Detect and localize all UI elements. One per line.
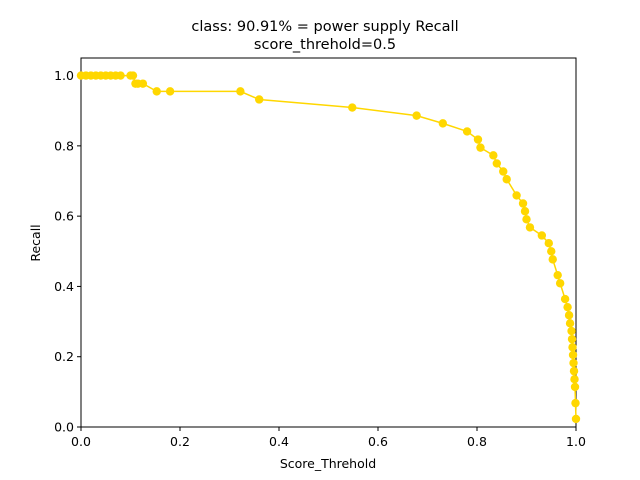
- data-point: [548, 255, 557, 264]
- data-point: [128, 71, 138, 80]
- data-point: [571, 398, 580, 408]
- y-tick-label: 0.6: [54, 209, 74, 224]
- data-point: [165, 87, 175, 96]
- data-point: [462, 127, 472, 136]
- data-point: [522, 215, 531, 224]
- data-point: [568, 343, 577, 352]
- data-point: [525, 223, 535, 232]
- data-point: [560, 294, 570, 304]
- data-point: [489, 151, 498, 160]
- data-point: [520, 207, 530, 216]
- data-point: [544, 239, 553, 248]
- data-point: [492, 159, 501, 168]
- data-point: [473, 135, 483, 144]
- y-axis: 0.0 0.2 0.4 0.6 0.8 1.0: [54, 68, 81, 435]
- data-point: [255, 95, 264, 104]
- data-point: [565, 319, 575, 328]
- plot-frame: [80, 57, 577, 428]
- x-axis-label: Score_Threhold: [280, 456, 376, 471]
- x-tick-label: 0.0: [71, 434, 91, 449]
- y-axis-label: Recall: [28, 224, 43, 261]
- data-point: [563, 302, 572, 312]
- data-point: [502, 175, 511, 184]
- data-point: [569, 366, 579, 376]
- chart-title: class: 90.91% = power supply Recall: [191, 19, 458, 35]
- x-tick-label: 0.6: [368, 434, 388, 449]
- data-point: [512, 191, 521, 200]
- data-point: [555, 279, 565, 288]
- data-point: [518, 199, 528, 208]
- y-tick-label: 0.4: [54, 279, 74, 294]
- data-point: [547, 247, 556, 256]
- series-line: [81, 74, 577, 419]
- data-point: [476, 143, 485, 152]
- data-point: [438, 119, 448, 128]
- y-tick-label: 0.8: [54, 138, 74, 153]
- data-point: [412, 111, 421, 120]
- plot-area: [80, 57, 577, 428]
- data-point: [567, 326, 576, 336]
- chart-subtitle: score_threhold=0.5: [254, 37, 396, 53]
- data-point: [348, 103, 357, 112]
- data-point: [568, 350, 578, 360]
- x-tick-label: 0.2: [170, 434, 190, 449]
- data-point: [116, 71, 125, 80]
- data-point: [236, 87, 245, 96]
- data-point: [569, 358, 578, 368]
- x-axis: 0.0 0.2 0.4 0.6 0.8 1.0: [71, 427, 586, 449]
- data-point: [553, 270, 562, 280]
- data-point: [570, 382, 580, 392]
- data-point: [564, 311, 574, 320]
- x-tick-label: 0.4: [269, 434, 289, 449]
- x-tick-label: 0.8: [467, 434, 487, 449]
- series-recall: [76, 71, 581, 424]
- y-tick-label: 0.2: [54, 349, 74, 364]
- data-point: [570, 375, 579, 384]
- data-point: [537, 231, 547, 240]
- y-tick-label: 1.0: [54, 68, 74, 83]
- data-point: [499, 167, 508, 176]
- data-point: [138, 79, 148, 88]
- data-point: [152, 87, 161, 96]
- data-point: [571, 414, 581, 424]
- y-tick-label: 0.0: [54, 420, 74, 435]
- x-tick-label: 1.0: [566, 434, 586, 449]
- data-point: [567, 334, 577, 344]
